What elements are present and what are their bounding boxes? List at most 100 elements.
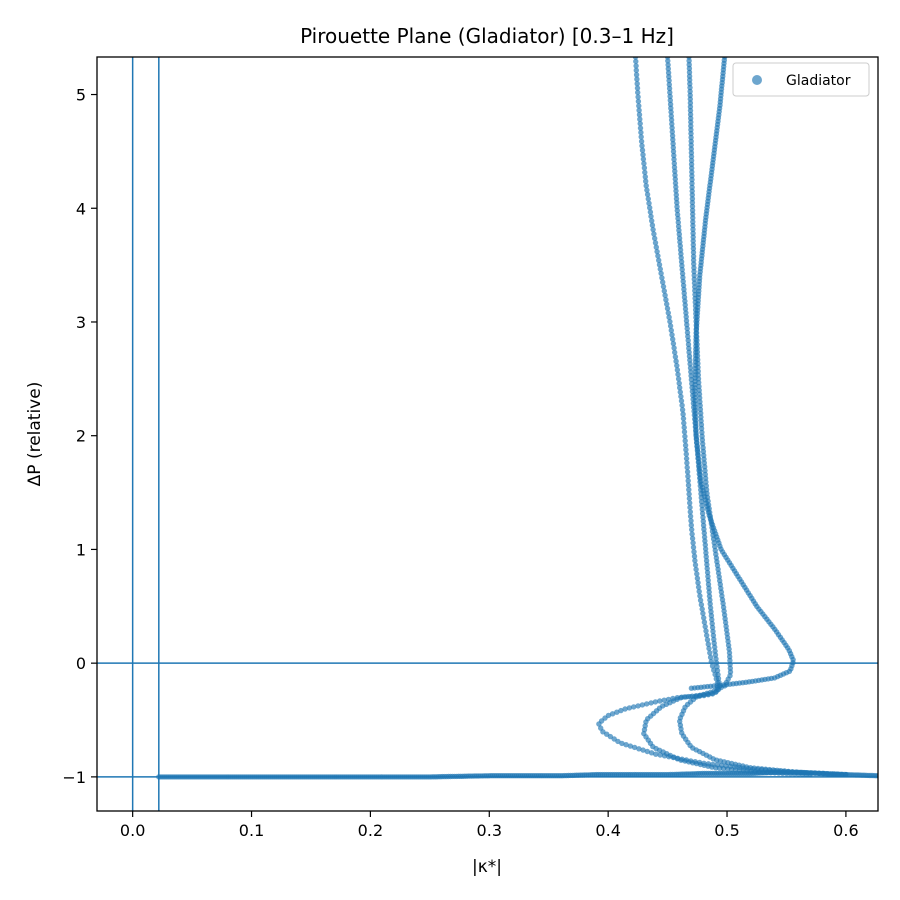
y-tick-label: 1 xyxy=(76,540,86,559)
data-point xyxy=(694,575,701,581)
data-point xyxy=(707,601,713,607)
data-point xyxy=(695,580,701,586)
data-point xyxy=(668,327,674,334)
plot-area xyxy=(97,57,878,811)
data-point xyxy=(688,127,694,133)
data-point xyxy=(681,424,687,431)
data-point xyxy=(687,513,694,519)
data-point xyxy=(651,231,657,237)
data-point xyxy=(688,123,694,129)
data-point xyxy=(824,771,830,777)
data-point xyxy=(687,104,694,110)
y-tick-label: −1 xyxy=(62,768,86,787)
data-point xyxy=(697,593,703,599)
data-point xyxy=(648,213,654,220)
data-point xyxy=(661,697,667,703)
data-point xyxy=(688,150,695,156)
data-point xyxy=(728,766,735,772)
data-point xyxy=(678,255,684,261)
data-point xyxy=(708,613,715,619)
data-point xyxy=(687,88,693,95)
data-point xyxy=(670,336,676,342)
data-point xyxy=(687,361,693,367)
data-point xyxy=(705,581,712,587)
data-point xyxy=(679,263,685,269)
data-point xyxy=(770,767,776,773)
data-point xyxy=(652,240,659,246)
data-point xyxy=(676,235,683,241)
data-point xyxy=(679,407,686,413)
data-point xyxy=(685,473,691,479)
data-point xyxy=(690,253,697,259)
data-point xyxy=(640,152,646,158)
data-point xyxy=(685,478,691,484)
data-point xyxy=(670,340,677,347)
data-point xyxy=(648,700,654,706)
data-point xyxy=(682,442,689,448)
data-point xyxy=(687,111,694,118)
data-point xyxy=(689,196,696,202)
data-point xyxy=(797,769,803,776)
data-point xyxy=(684,325,690,332)
data-point xyxy=(675,223,682,230)
data-point xyxy=(675,219,681,226)
data-point xyxy=(699,502,705,509)
data-point xyxy=(667,93,673,100)
data-point xyxy=(726,650,733,656)
data-point xyxy=(665,70,672,76)
data-point xyxy=(689,173,695,179)
data-point xyxy=(681,429,688,435)
data-point xyxy=(683,451,689,457)
data-point xyxy=(689,203,696,210)
y-tick-label: 2 xyxy=(76,427,86,446)
data-point xyxy=(707,597,713,603)
data-point xyxy=(687,509,693,515)
data-point xyxy=(688,142,694,148)
data-point xyxy=(667,97,673,104)
data-point xyxy=(688,518,694,524)
data-point xyxy=(687,77,693,83)
data-point xyxy=(644,748,650,755)
data-point xyxy=(706,593,713,599)
data-point xyxy=(665,58,671,64)
data-point xyxy=(649,218,655,224)
data-point xyxy=(672,180,679,186)
data-point xyxy=(670,148,677,155)
data-point xyxy=(700,441,706,447)
data-point xyxy=(666,81,672,88)
data-point xyxy=(638,134,644,140)
data-point xyxy=(674,362,680,369)
legend: Gladiator xyxy=(732,62,870,97)
data-point xyxy=(727,661,733,668)
data-point xyxy=(688,157,695,164)
data-point xyxy=(643,183,649,189)
data-point xyxy=(701,534,708,540)
data-point xyxy=(683,310,689,316)
data-point xyxy=(707,654,714,660)
data-point xyxy=(687,92,693,99)
data-point xyxy=(635,94,641,100)
data-point xyxy=(637,125,644,131)
data-point xyxy=(633,67,639,74)
data-point xyxy=(681,294,688,300)
data-point xyxy=(661,288,667,294)
x-tick-label: 0.0 xyxy=(120,821,145,840)
data-point xyxy=(633,63,639,69)
data-point xyxy=(689,531,695,537)
data-point xyxy=(700,522,707,528)
data-point xyxy=(688,134,694,141)
data-point xyxy=(675,371,681,378)
data-point xyxy=(685,693,692,700)
data-point xyxy=(696,588,702,595)
y-tick-label: 4 xyxy=(76,199,86,218)
data-point xyxy=(626,705,633,711)
data-point xyxy=(706,585,712,591)
data-point xyxy=(689,535,696,542)
data-point xyxy=(672,354,679,360)
data-point xyxy=(678,393,684,400)
data-point xyxy=(702,538,708,544)
data-point xyxy=(705,573,711,580)
data-point xyxy=(689,526,695,533)
data-point xyxy=(709,663,716,669)
